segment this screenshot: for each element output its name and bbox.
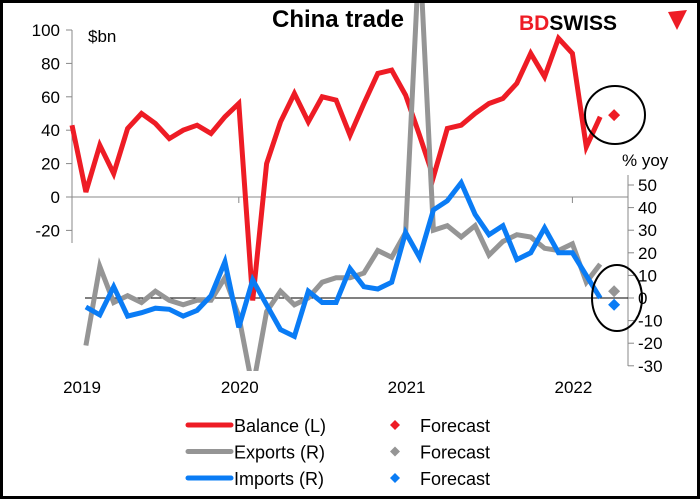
svg-text:BDSWISS: BDSWISS <box>519 12 617 35</box>
brand-flag-icon <box>668 10 687 30</box>
legend-item-forecast: Forecast <box>390 443 490 463</box>
legend-label: Balance (L) <box>234 416 326 436</box>
brand-logo-part1: BD <box>519 12 549 35</box>
legend-item-exports: Exports (R) <box>185 443 325 463</box>
legend-item-balance: Balance (L) <box>185 416 326 436</box>
legend-label: Imports (R) <box>234 469 324 489</box>
legend-diamond-swatch <box>390 473 400 483</box>
right-axis-tick-label: 20 <box>638 244 657 263</box>
legend-diamond-swatch <box>390 420 400 430</box>
legend: Balance (L) Forecast Exports (R) Forecast Im… <box>185 416 490 489</box>
brand-logo-part2: SWISS <box>549 12 617 35</box>
right-axis-tick-label: -30 <box>638 357 663 376</box>
right-axis-tick-label: 40 <box>638 199 657 218</box>
forecast-marker-imports <box>608 298 621 311</box>
series-line-imports <box>84 177 603 340</box>
left-axis-tick-label: 40 <box>41 121 60 140</box>
right-axis-tick-label: 50 <box>638 176 657 195</box>
legend-label: Forecast <box>420 469 490 489</box>
series-line-exports <box>83 3 603 371</box>
x-axis-tick-label: 2020 <box>221 378 259 397</box>
left-axis-tick-label: 60 <box>41 88 60 107</box>
x-axis-tick-label: 2019 <box>63 378 101 397</box>
trade-forecast-highlight-circle <box>591 264 643 332</box>
legend-label: Forecast <box>420 416 490 436</box>
legend-label: Forecast <box>420 443 490 463</box>
left-axis-tick-label: -20 <box>35 221 60 240</box>
left-axis-tick-label: 100 <box>32 21 60 40</box>
forecast-marker-balance <box>608 109 621 122</box>
legend-label: Exports (R) <box>234 443 325 463</box>
balance-forecast-highlight-circle <box>584 85 646 145</box>
forecast-marker-exports <box>608 285 621 298</box>
right-axis-tick-label: -20 <box>638 334 663 353</box>
series-line-balance <box>69 33 603 301</box>
x-axis-tick-label: 2022 <box>554 378 592 397</box>
left-axis-unit: $bn <box>88 27 116 46</box>
right-axis-unit: % yoy <box>622 151 669 170</box>
left-axis-tick-label: 80 <box>41 54 60 73</box>
right-axis-tick-label: 30 <box>638 221 657 240</box>
right-axis-tick-label: -10 <box>638 312 663 331</box>
left-axis-tick-label: 20 <box>41 155 60 174</box>
left-axis-tick-label: 0 <box>51 188 60 207</box>
right-axis-tick-label: 10 <box>638 266 657 285</box>
legend-diamond-swatch <box>390 446 400 457</box>
legend-item-imports: Imports (R) <box>185 469 324 489</box>
brand-logo: BDSWISS <box>519 10 687 35</box>
legend-item-forecast: Forecast <box>390 469 490 489</box>
chart-title: China trade <box>272 6 404 33</box>
x-axis-tick-label: 2021 <box>388 378 426 397</box>
legend-item-forecast: Forecast <box>390 416 490 436</box>
